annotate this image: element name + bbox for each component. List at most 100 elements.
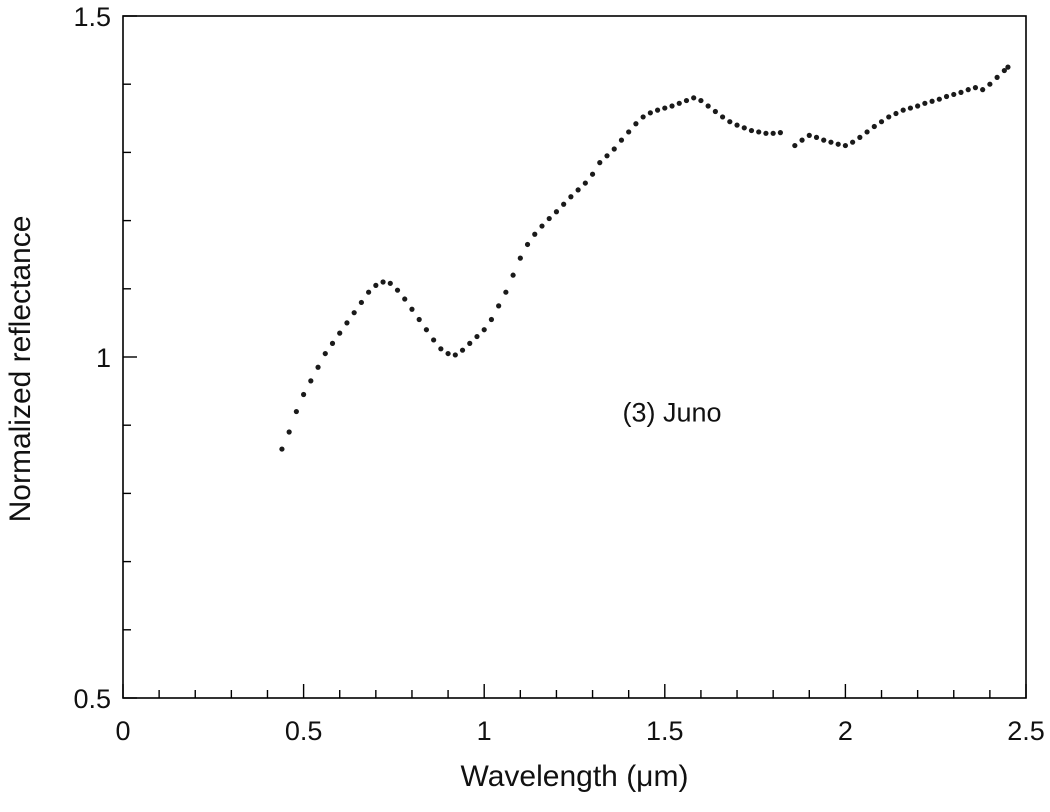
data-point (958, 89, 964, 95)
data-point (561, 201, 567, 207)
data-point (517, 255, 523, 261)
data-point (286, 429, 292, 435)
data-point (553, 209, 560, 215)
data-point (741, 125, 747, 131)
data-point (438, 346, 444, 352)
data-point (835, 141, 841, 147)
data-point (698, 97, 704, 104)
data-point (640, 114, 646, 120)
data-point (344, 320, 350, 326)
data-point (821, 137, 827, 143)
data-point (842, 142, 849, 149)
data-point (373, 282, 379, 288)
data-point (329, 340, 336, 346)
data-point (597, 160, 603, 166)
data-point (474, 333, 480, 340)
data-point (756, 129, 762, 135)
data-point (748, 127, 755, 134)
plot-frame (122, 15, 1027, 699)
data-point (633, 121, 639, 127)
x-tick-label: 2 (838, 716, 853, 746)
data-point (777, 130, 783, 136)
data-point (394, 287, 401, 293)
data-point (351, 310, 357, 316)
x-tick-label: 0.5 (285, 716, 323, 746)
data-point (719, 114, 726, 120)
data-point (972, 85, 979, 91)
x-tick-label: 1 (477, 716, 492, 746)
data-point (293, 408, 299, 415)
data-point (604, 153, 610, 159)
data-point (611, 146, 617, 152)
data-point (705, 103, 711, 109)
data-point (467, 340, 473, 346)
data-point (416, 316, 422, 323)
data-point (589, 171, 596, 177)
x-tick-label: 2.5 (1007, 716, 1045, 746)
data-point (402, 296, 408, 302)
data-point (459, 347, 466, 353)
asteroid-annotation: (3) Juno (622, 398, 721, 428)
data-point (922, 100, 928, 106)
data-point (546, 215, 552, 222)
data-point (683, 97, 690, 104)
data-point (647, 110, 653, 116)
data-point (431, 337, 437, 343)
y-tick-label: 1.5 (73, 2, 111, 32)
x-axis-title: Wavelength (μm) (461, 760, 689, 793)
data-point (799, 137, 805, 143)
y-axis-title: Normalized reflectance (4, 216, 37, 523)
data-point (943, 93, 950, 100)
data-point (850, 139, 856, 145)
data-point (337, 330, 343, 336)
data-point (279, 446, 285, 452)
data-point (857, 134, 863, 140)
data-point (539, 223, 545, 229)
data-point (929, 98, 935, 104)
data-point (524, 241, 531, 248)
data-point (864, 129, 870, 135)
x-tick-label: 1.5 (646, 716, 684, 746)
x-minor-ticks (123, 83, 991, 698)
data-point (994, 74, 1000, 80)
data-point (452, 352, 458, 358)
data-point (878, 119, 885, 125)
data-point (387, 280, 393, 286)
data-point (987, 81, 993, 87)
data-point (423, 327, 430, 333)
data-point (654, 107, 661, 113)
data-point (301, 391, 307, 398)
data-point (936, 96, 942, 102)
data-point (582, 180, 588, 186)
data-point (308, 378, 314, 384)
data-point (893, 110, 899, 117)
data-point (496, 303, 502, 309)
data-points (279, 64, 1011, 452)
x-tick-label: 0 (115, 716, 130, 746)
data-point (575, 187, 581, 193)
tick-labels: 0 0.5 1 1.5 2 2.50.511.5 (73, 2, 1044, 746)
data-point (951, 91, 957, 98)
data-point (828, 139, 834, 145)
data-point (676, 100, 682, 106)
data-point (1001, 67, 1007, 74)
data-point (315, 364, 321, 370)
data-point (409, 306, 415, 312)
data-point (618, 137, 625, 143)
data-point (510, 272, 516, 278)
data-point (734, 122, 740, 128)
data-point (568, 194, 574, 200)
data-point (727, 119, 733, 125)
data-point (900, 107, 906, 113)
data-point (669, 103, 675, 109)
data-point (662, 105, 668, 111)
data-point (915, 103, 921, 109)
data-point (366, 289, 372, 295)
data-point (322, 350, 328, 357)
data-point (792, 142, 798, 149)
data-point (907, 105, 914, 111)
data-point (806, 132, 812, 138)
data-point (691, 95, 697, 101)
data-point (763, 130, 769, 136)
